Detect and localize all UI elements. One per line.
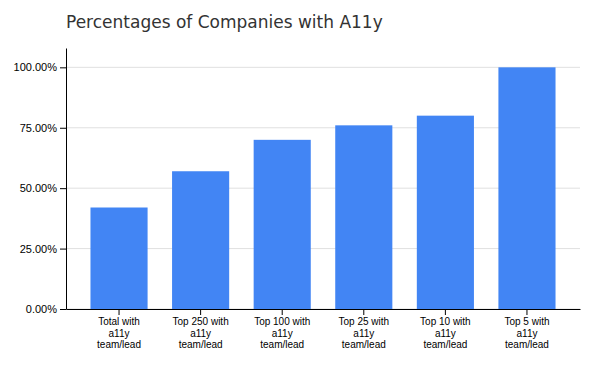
x-tick-label-line: a11y: [109, 328, 130, 339]
x-tick-label-line: team/lead: [260, 339, 304, 350]
y-tick-label: 50.00%: [20, 182, 58, 194]
grid: [66, 67, 580, 309]
x-tick-label-line: team/lead: [179, 339, 223, 350]
x-tick-label-line: Top 25 with: [338, 316, 389, 327]
bars: [90, 67, 555, 309]
x-tick-label-line: Top 5 with: [504, 316, 549, 327]
x-tick-label: Top 100 witha11yteam/lead: [254, 316, 310, 350]
y-tick-label: 25.00%: [20, 243, 58, 255]
x-tick-label-line: a11y: [516, 328, 537, 339]
y-tick-mark: [60, 249, 66, 250]
y-tick: 50.00%: [20, 182, 66, 194]
y-tick: 25.00%: [20, 243, 66, 255]
x-tick: Top 5 witha11yteam/lead: [504, 309, 549, 350]
x-tick-mark: [282, 309, 283, 315]
x-tick-mark: [363, 309, 364, 315]
x-tick-mark: [526, 309, 527, 315]
x-tick-label-line: Top 100 with: [254, 316, 310, 327]
x-tick-label-line: a11y: [190, 328, 211, 339]
x-tick-mark: [200, 309, 201, 315]
bar: [335, 125, 392, 309]
x-tick-label: Top 250 witha11yteam/lead: [173, 316, 229, 350]
y-tick-label: 0.00%: [26, 303, 57, 315]
y-tick: 100.00%: [14, 61, 66, 73]
x-axis: Total witha11yteam/leadTop 250 witha11yt…: [67, 309, 581, 350]
bar: [90, 208, 147, 310]
y-tick: 0.00%: [26, 303, 66, 315]
bar: [417, 116, 474, 309]
y-tick: 75.00%: [20, 122, 66, 134]
plot: 0.00% 25.00% 50.00% 75.00% 100.00% Total with…: [14, 49, 581, 351]
x-tick-label-line: Top 10 with: [420, 316, 471, 327]
y-tick-mark: [60, 188, 66, 189]
y-tick-mark: [60, 309, 66, 310]
x-tick-label-line: a11y: [435, 328, 456, 339]
x-tick-label-line: Top 250 with: [173, 316, 229, 327]
y-tick-mark: [60, 128, 66, 129]
x-tick-label: Top 25 witha11yteam/lead: [338, 316, 389, 350]
chart: 0.00% 25.00% 50.00% 75.00% 100.00% Total with…: [0, 0, 600, 371]
x-tick-label-line: team/lead: [97, 339, 141, 350]
x-tick-mark: [445, 309, 446, 315]
bar: [498, 67, 555, 309]
x-axis-line: [67, 309, 581, 310]
bar: [172, 171, 229, 309]
x-tick-label-line: a11y: [353, 328, 374, 339]
y-tick-label: 75.00%: [20, 122, 58, 134]
y-axis-line: [66, 49, 67, 310]
y-tick-label: 100.00%: [14, 61, 58, 73]
x-tick: Top 10 witha11yteam/lead: [420, 309, 471, 350]
bar: [254, 140, 311, 309]
x-tick-label: Top 10 witha11yteam/lead: [420, 316, 471, 350]
title: Percentages of Companies with A11y: [66, 12, 383, 32]
x-tick-label-line: team/lead: [342, 339, 386, 350]
x-tick-label-line: a11y: [272, 328, 293, 339]
x-tick-label: Top 5 witha11yteam/lead: [504, 316, 549, 350]
x-tick: Top 250 witha11yteam/lead: [173, 309, 229, 350]
x-tick: Total witha11yteam/lead: [97, 309, 141, 350]
y-axis: 0.00% 25.00% 50.00% 75.00% 100.00%: [14, 49, 67, 316]
x-tick-label-line: Total with: [98, 316, 140, 327]
x-tick: Top 25 witha11yteam/lead: [338, 309, 389, 350]
x-tick-label: Total witha11yteam/lead: [97, 316, 141, 350]
x-tick-mark: [119, 309, 120, 315]
x-tick-label-line: team/lead: [423, 339, 467, 350]
x-tick: Top 100 witha11yteam/lead: [254, 309, 310, 350]
y-tick-mark: [60, 67, 66, 68]
x-tick-label-line: team/lead: [505, 339, 549, 350]
